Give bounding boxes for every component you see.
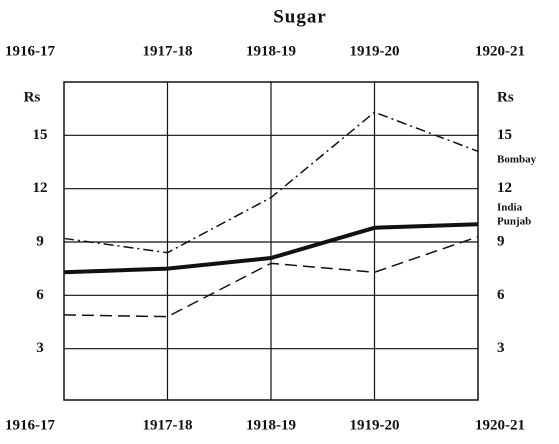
x-tick-label-top: 1919-20 [350, 43, 400, 59]
series-label: Bombay [497, 154, 537, 166]
chart-title: Sugar [273, 6, 327, 27]
series-line [63, 222, 479, 275]
y-tick-label: 15 [33, 127, 48, 143]
series-label: India [497, 202, 523, 214]
y-tick-label: 12 [33, 180, 48, 196]
x-tick-label-top: 1916-17 [5, 43, 55, 59]
y-tick-label: 6 [36, 287, 44, 303]
y-axis-label: Rs [24, 89, 41, 105]
y-tick-label-right: 6 [497, 287, 505, 303]
y-tick-label-right: 15 [497, 127, 512, 143]
y-axis-label-right: Rs [497, 89, 514, 105]
x-tick-label: 1919-20 [350, 417, 400, 433]
x-tick-label-top: 1920-21 [475, 43, 525, 59]
y-tick-label: 3 [36, 340, 44, 356]
series-line [63, 235, 479, 318]
y-tick-label: 9 [36, 233, 44, 249]
x-tick-label-top: 1917-18 [143, 43, 193, 59]
series-label: Punjab [497, 216, 531, 228]
x-tick-label: 1920-21 [475, 417, 525, 433]
x-tick-label: 1916-17 [5, 417, 55, 433]
x-tick-label: 1918-19 [246, 417, 296, 433]
y-tick-label-right: 3 [497, 340, 505, 356]
x-tick-label-top: 1918-19 [246, 43, 296, 59]
series-line [63, 111, 479, 254]
y-tick-label-right: 9 [497, 233, 505, 249]
x-tick-label: 1917-18 [143, 417, 193, 433]
y-tick-label-right: 12 [497, 180, 512, 196]
